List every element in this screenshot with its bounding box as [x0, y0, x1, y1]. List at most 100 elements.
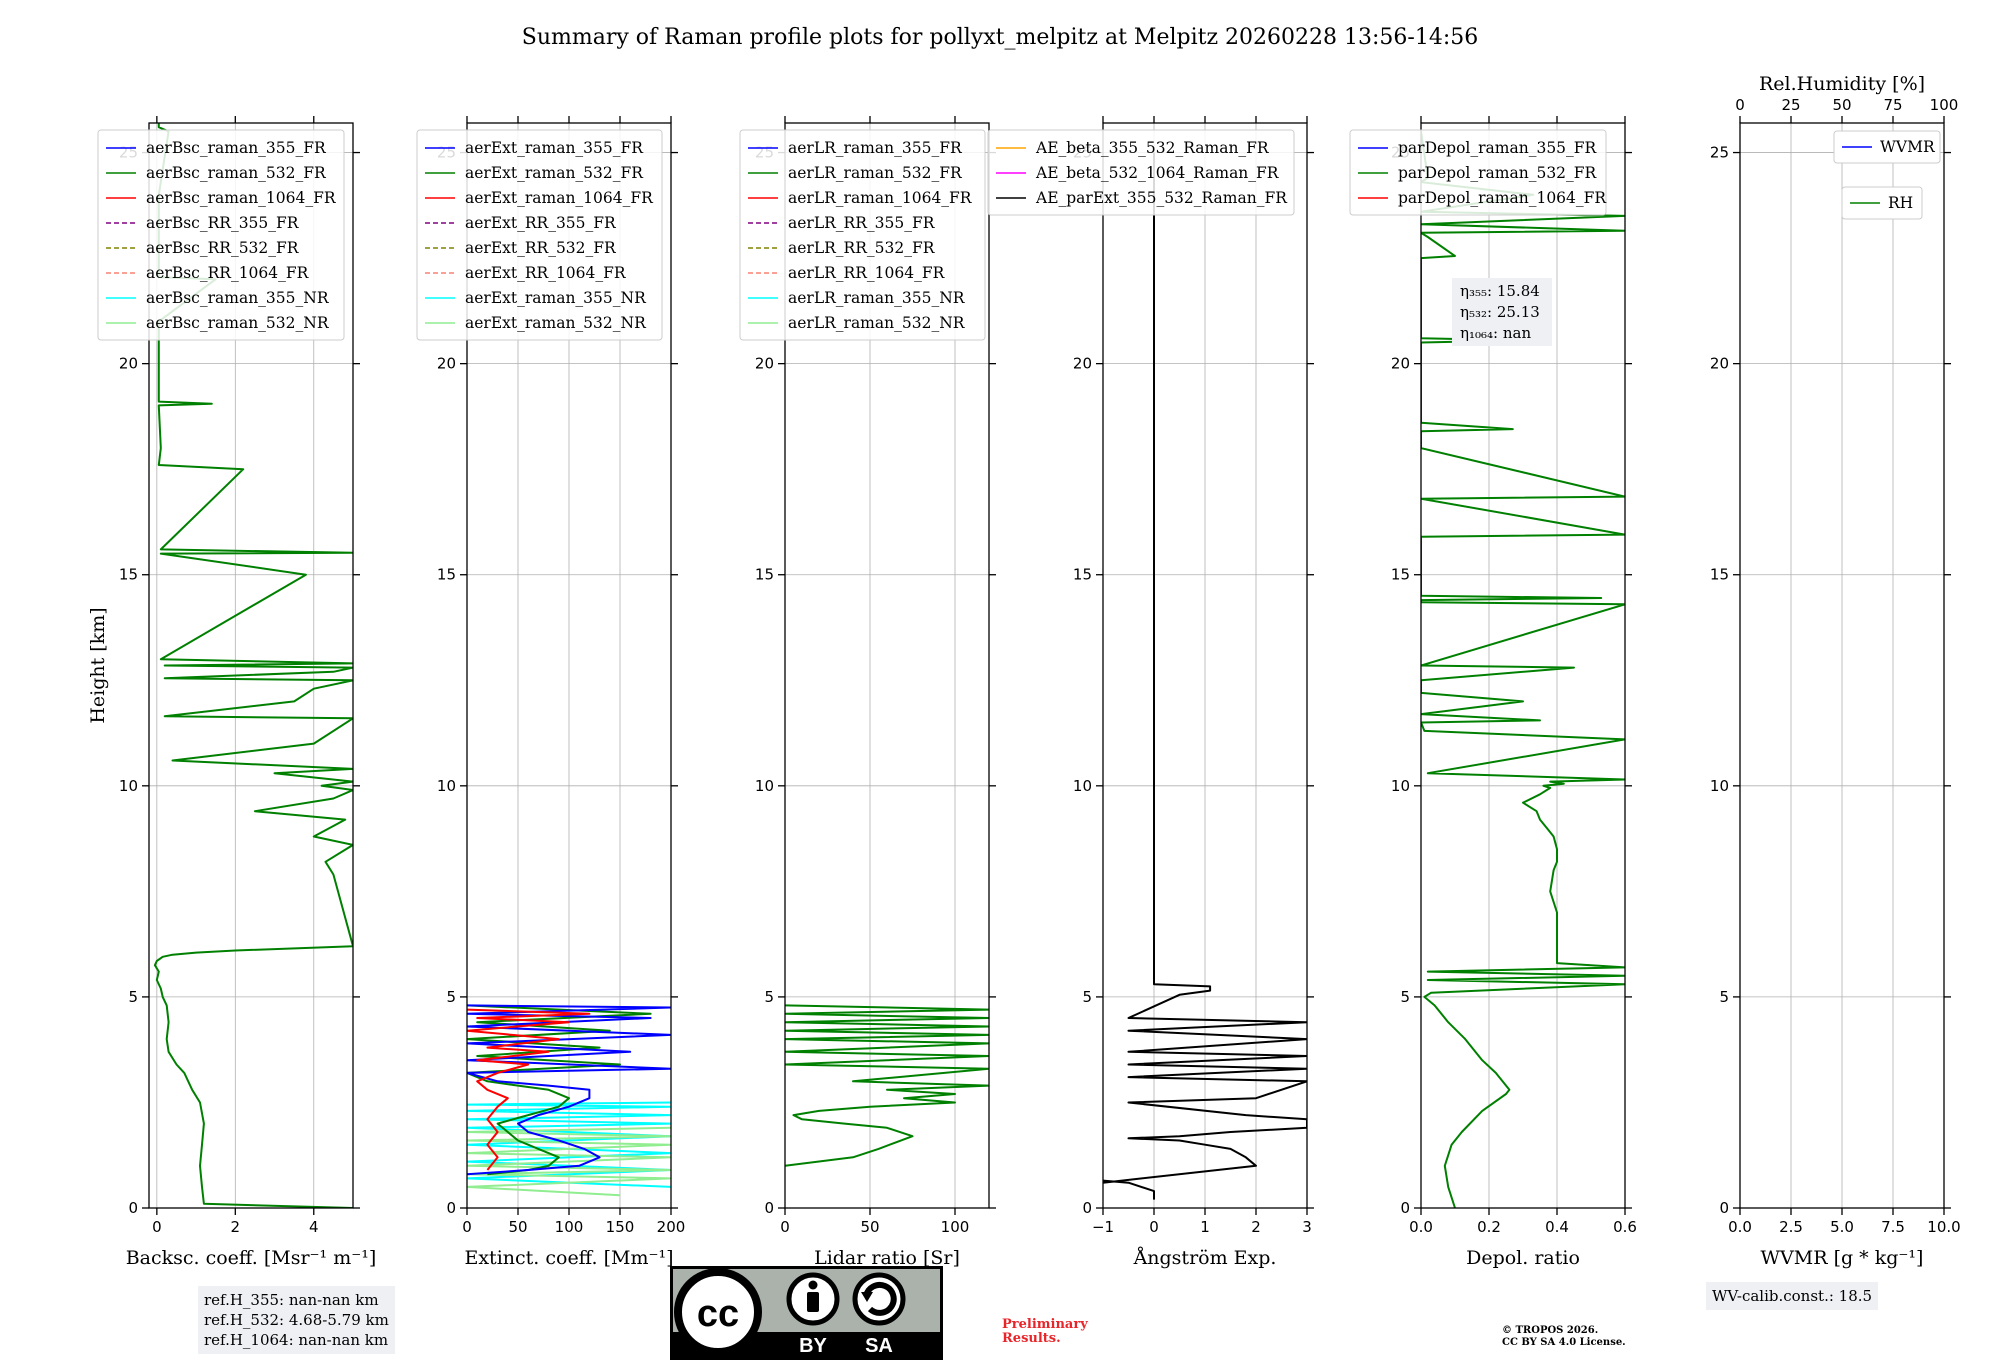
x2tick-label-wv-1: 25: [1781, 96, 1800, 114]
legend-label-lr-3: aerLR_RR_355_FR: [788, 214, 936, 232]
xtick-label-wv-4: 10.0: [1927, 1218, 1960, 1236]
ytick-label-bsc-1: 5: [128, 988, 138, 1006]
eta-eta355: η₃₅₅: 15.84: [1460, 282, 1540, 300]
ytick-label-wv-4: 20: [1710, 355, 1729, 373]
eta-eta532: η₅₃₂: 25.13: [1460, 303, 1540, 321]
copyright-note: © TROPOS 2026. CC BY SA 4.0 License.: [1502, 1325, 1626, 1349]
legend-box-lr: [739, 129, 986, 341]
series-group-lr: [785, 1004, 989, 1167]
legend-label-ext-0: aerExt_raman_355_FR: [465, 139, 644, 157]
xtick-label-ae-3: 2: [1251, 1218, 1261, 1236]
x2label-wv: Rel.Humidity [%]: [1759, 73, 1925, 95]
legend-box-dep: [1349, 129, 1607, 216]
legend-label-ext-2: aerExt_raman_1064_FR: [465, 189, 654, 207]
xlabel-wv: WVMR [g * kg⁻¹]: [1761, 1247, 1924, 1269]
cc-label: cc: [697, 1293, 739, 1335]
xlabel-dep: Depol. ratio: [1466, 1247, 1580, 1269]
legend-wvmr-label: WVMR: [1880, 138, 1936, 156]
xtick-label-ae-2: 1: [1200, 1218, 1210, 1236]
figure-title: Summary of Raman profile plots for polly…: [522, 25, 1479, 50]
xlabel-bsc: Backsc. coeff. [Msr⁻¹ m⁻¹]: [126, 1247, 377, 1269]
series-group-bsc: [153, 123, 353, 1208]
xtick-label-ext-2: 100: [555, 1218, 584, 1236]
xlabel-ext: Extinct. coeff. [Mm⁻¹]: [464, 1247, 673, 1269]
xtick-label-bsc-0: 0: [152, 1218, 162, 1236]
ytick-label-wv-0: 0: [1719, 1199, 1729, 1217]
ytick-label-ext-4: 20: [437, 355, 456, 373]
legend-rh-box: [1841, 186, 1923, 220]
xtick-label-dep-1: 0.2: [1477, 1218, 1501, 1236]
legend-wvmr-box: [1833, 130, 1941, 164]
xtick-label-dep-0: 0.0: [1409, 1218, 1433, 1236]
ytick-label-dep-4: 20: [1391, 355, 1410, 373]
panel-bsc: 0240510152025Backsc. coeff. [Msr⁻¹ m⁻¹]H…: [87, 116, 376, 1269]
ytick-label-ext-0: 0: [446, 1199, 456, 1217]
legend-label-dep-0: parDepol_raman_355_FR: [1398, 139, 1598, 157]
ytick-label-bsc-0: 0: [128, 1199, 138, 1217]
legend-label-ext-6: aerExt_raman_355_NR: [465, 289, 647, 307]
xtick-label-wv-2: 5.0: [1830, 1218, 1854, 1236]
xtick-label-ext-1: 50: [508, 1218, 527, 1236]
xtick-label-ae-4: 3: [1302, 1218, 1312, 1236]
eta-annotation: η₃₅₅: 15.84 η₅₃₂: 25.13 η₁₀₆₄: nan: [1452, 278, 1552, 346]
legend-dep: parDepol_raman_355_FR parDepol_raman_532_…: [1349, 129, 1607, 216]
legend-label-bsc-5: aerBsc_RR_1064_FR: [146, 264, 310, 282]
ytick-label-ext-3: 15: [437, 566, 456, 584]
series-ext-0: [467, 1101, 671, 1188]
xlabel-ae: Ångström Exp.: [1133, 1247, 1277, 1269]
ref-h-1064: ref.H_1064: nan-nan km: [204, 1331, 389, 1349]
legend-label-bsc-3: aerBsc_RR_355_FR: [146, 214, 300, 232]
cc-by-sa-badge: cc BY SA: [670, 1266, 943, 1360]
series-ext-3: [467, 1004, 671, 1176]
series-group-ae: [1103, 152, 1307, 1200]
legend-rh: RH: [1841, 186, 1923, 220]
series-ae-0: [1103, 152, 1307, 1200]
ytick-label-ae-3: 15: [1073, 566, 1092, 584]
ytick-label-ae-2: 10: [1073, 777, 1092, 795]
panel-ae: −101230510152025Ångström Exp.AE_beta_355…: [987, 116, 1314, 1269]
person-head-icon: [808, 1280, 818, 1290]
person-body-icon: [807, 1292, 819, 1312]
legend-label-ext-4: aerExt_RR_532_FR: [465, 239, 617, 257]
ytick-label-bsc-3: 15: [119, 566, 138, 584]
ytick-label-lr-4: 20: [755, 355, 774, 373]
legend-label-ext-1: aerExt_raman_532_FR: [465, 164, 644, 182]
xtick-label-bsc-1: 2: [231, 1218, 241, 1236]
series-lr-0: [785, 1004, 989, 1167]
legend-lr: aerLR_raman_355_FR aerLR_raman_532_FR aerL…: [739, 129, 986, 341]
legend-label-lr-2: aerLR_raman_1064_FR: [788, 189, 973, 207]
xtick-label-lr-2: 100: [941, 1218, 970, 1236]
panel-wv: 0.0 2.5 5.0 7.5 10.0 0 5 10 15 20 25 WVMR [g * kg⁻¹…: [1710, 73, 1961, 1269]
xtick-label-lr-0: 0: [780, 1218, 790, 1236]
x2tick-label-wv-0: 0: [1735, 96, 1745, 114]
ytick-label-lr-3: 15: [755, 566, 774, 584]
ytick-label-wv-5: 25: [1710, 144, 1729, 162]
share-alike-arrowhead-icon: [861, 1292, 873, 1302]
legend-label-ext-5: aerExt_RR_1064_FR: [465, 264, 627, 282]
ytick-label-ae-1: 5: [1082, 988, 1092, 1006]
legend-label-bsc-4: aerBsc_RR_532_FR: [146, 239, 300, 257]
series-ext-2: [467, 1004, 652, 1176]
xtick-label-ae-0: −1: [1092, 1218, 1114, 1236]
legend-label-ext-3: aerExt_RR_355_FR: [465, 214, 617, 232]
panel-ext: 0501001502000510152025Extinct. coeff. [M…: [416, 116, 685, 1269]
legend-wvmr: WVMR: [1833, 130, 1941, 164]
ytick-label-dep-2: 10: [1391, 777, 1410, 795]
xlabel-lr: Lidar ratio [Sr]: [814, 1247, 960, 1269]
ytick-label-bsc-2: 10: [119, 777, 138, 795]
ref-h-355: ref.H_355: nan-nan km: [204, 1291, 379, 1309]
eta-eta1064: η₁₀₆₄: nan: [1460, 324, 1531, 342]
ytick-label-lr-2: 10: [755, 777, 774, 795]
ytick-label-ext-1: 5: [446, 988, 456, 1006]
plot-frame-bsc: [148, 122, 354, 1209]
copyright-line-1: © TROPOS 2026.: [1502, 1325, 1599, 1336]
ref-h-532: ref.H_532: 4.68-5.79 km: [204, 1311, 389, 1329]
wv-calib-const: WV-calib.const.: 18.5: [1712, 1287, 1873, 1305]
plot-frame-dep: [1420, 122, 1626, 1209]
by-label: BY: [799, 1335, 827, 1357]
share-alike-arrow-icon: [863, 1281, 897, 1316]
x2tick-label-wv-3: 75: [1883, 96, 1902, 114]
legend-label-bsc-2: aerBsc_raman_1064_FR: [146, 189, 337, 207]
ytick-label-dep-1: 5: [1400, 988, 1410, 1006]
legend-label-bsc-0: aerBsc_raman_355_FR: [146, 139, 327, 157]
